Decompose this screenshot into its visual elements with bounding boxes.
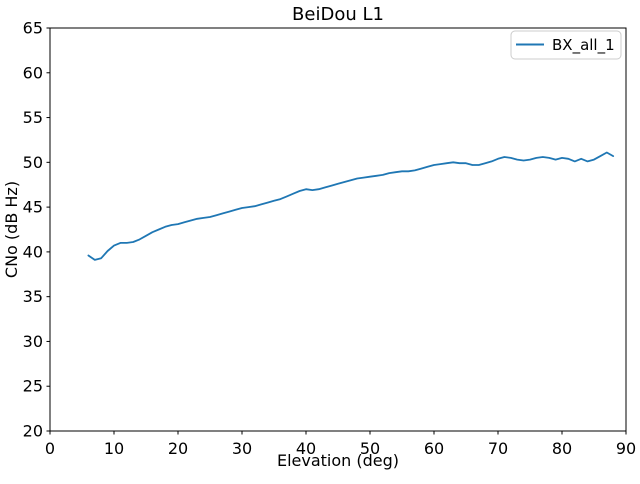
x-tick-label: 50 bbox=[360, 439, 380, 458]
x-tick-label: 80 bbox=[552, 439, 572, 458]
y-tick-label: 20 bbox=[23, 422, 43, 441]
y-tick-label: 40 bbox=[23, 242, 43, 261]
legend: BX_all_1 bbox=[510, 30, 622, 60]
y-tick-label: 30 bbox=[23, 332, 43, 351]
y-tick-label: 45 bbox=[23, 198, 43, 217]
series-lines bbox=[87, 151, 615, 261]
x-tick-label: 30 bbox=[232, 439, 252, 458]
x-tick-label: 20 bbox=[168, 439, 188, 458]
y-tick-label: 25 bbox=[23, 377, 43, 396]
legend-label: BX_all_1 bbox=[552, 36, 615, 55]
y-tick-label: 65 bbox=[23, 19, 43, 38]
x-axis-ticks: 0 10 20 30 40 50 60 70 80 90 bbox=[45, 431, 636, 458]
x-tick-label: 70 bbox=[488, 439, 508, 458]
y-axis-label: CNo (dB Hz) bbox=[2, 181, 21, 278]
chart-title: BeiDou L1 bbox=[292, 4, 384, 25]
x-tick-label: 60 bbox=[424, 439, 444, 458]
series-line-bx_all_1 bbox=[87, 151, 615, 261]
y-tick-label: 50 bbox=[23, 153, 43, 172]
x-axis-label: Elevation (deg) bbox=[277, 451, 399, 470]
legend-box bbox=[510, 30, 622, 60]
y-tick-label: 60 bbox=[23, 63, 43, 82]
x-tick-label: 40 bbox=[296, 439, 316, 458]
y-tick-label: 35 bbox=[23, 287, 43, 306]
axes-frame bbox=[49, 27, 627, 432]
x-tick-label: 90 bbox=[616, 439, 636, 458]
x-tick-label: 10 bbox=[104, 439, 124, 458]
x-tick-label: 0 bbox=[45, 439, 55, 458]
y-tick-label: 55 bbox=[23, 108, 43, 127]
y-axis-ticks: 20 25 30 35 40 45 50 55 60 65 bbox=[23, 19, 50, 441]
